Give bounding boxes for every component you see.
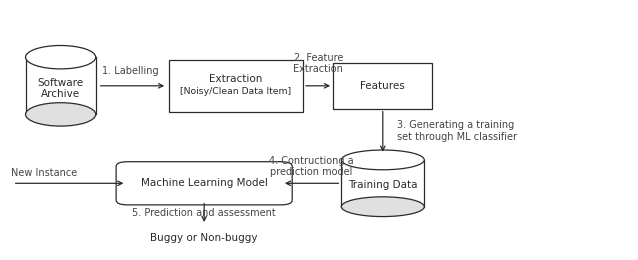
Text: 4. Contructiong a
prediction model: 4. Contructiong a prediction model xyxy=(269,155,353,177)
Ellipse shape xyxy=(341,150,424,170)
Ellipse shape xyxy=(26,103,96,126)
Text: Software
Archive: Software Archive xyxy=(38,77,84,99)
Text: Extraction: Extraction xyxy=(209,74,263,83)
Bar xyxy=(333,63,433,108)
Text: 1. Labelling: 1. Labelling xyxy=(103,67,159,76)
Ellipse shape xyxy=(26,46,96,69)
Text: 3. Generating a training
set through ML classifier: 3. Generating a training set through ML … xyxy=(397,120,517,142)
Text: 5. Prediction and assessment: 5. Prediction and assessment xyxy=(132,208,276,218)
FancyBboxPatch shape xyxy=(116,162,292,205)
Text: Buggy or Non-buggy: Buggy or Non-buggy xyxy=(151,233,258,243)
Bar xyxy=(26,57,96,114)
Text: Training Data: Training Data xyxy=(348,180,417,190)
Bar xyxy=(169,60,303,112)
Text: New Instance: New Instance xyxy=(11,168,78,178)
Text: [Noisy/Clean Data Item]: [Noisy/Clean Data Item] xyxy=(181,87,292,96)
Text: Machine Learning Model: Machine Learning Model xyxy=(141,178,267,188)
Ellipse shape xyxy=(341,197,424,217)
Text: 2. Feature
Extraction: 2. Feature Extraction xyxy=(293,53,343,75)
Bar xyxy=(341,160,424,207)
Text: Features: Features xyxy=(360,81,405,91)
